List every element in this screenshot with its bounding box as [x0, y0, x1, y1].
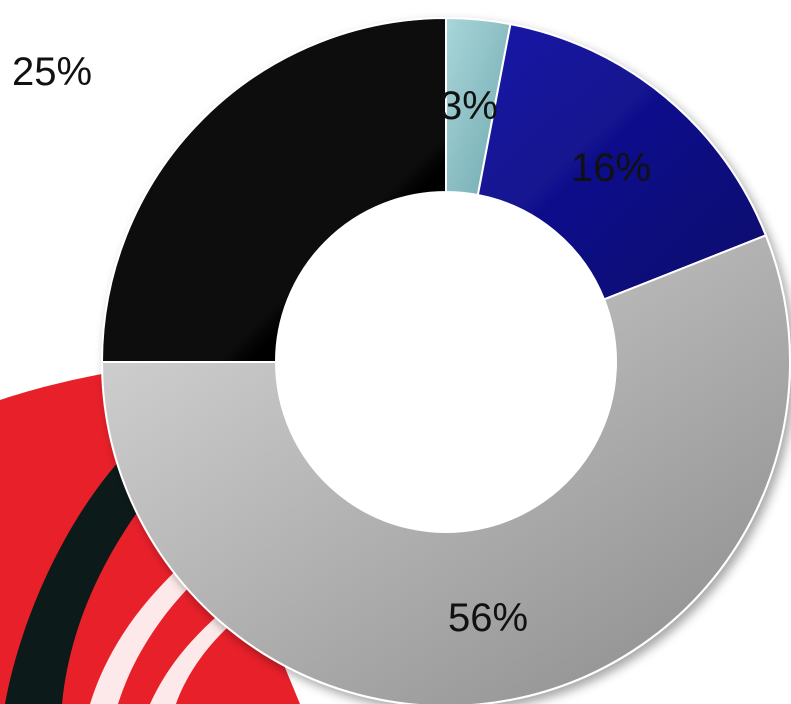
slice-label-25: 25%	[12, 50, 93, 94]
donut-hole	[276, 192, 616, 532]
slice-label-16: 16%	[571, 146, 652, 190]
slice-label-3: 3%	[440, 84, 498, 128]
slice-label-56: 56%	[448, 596, 529, 640]
